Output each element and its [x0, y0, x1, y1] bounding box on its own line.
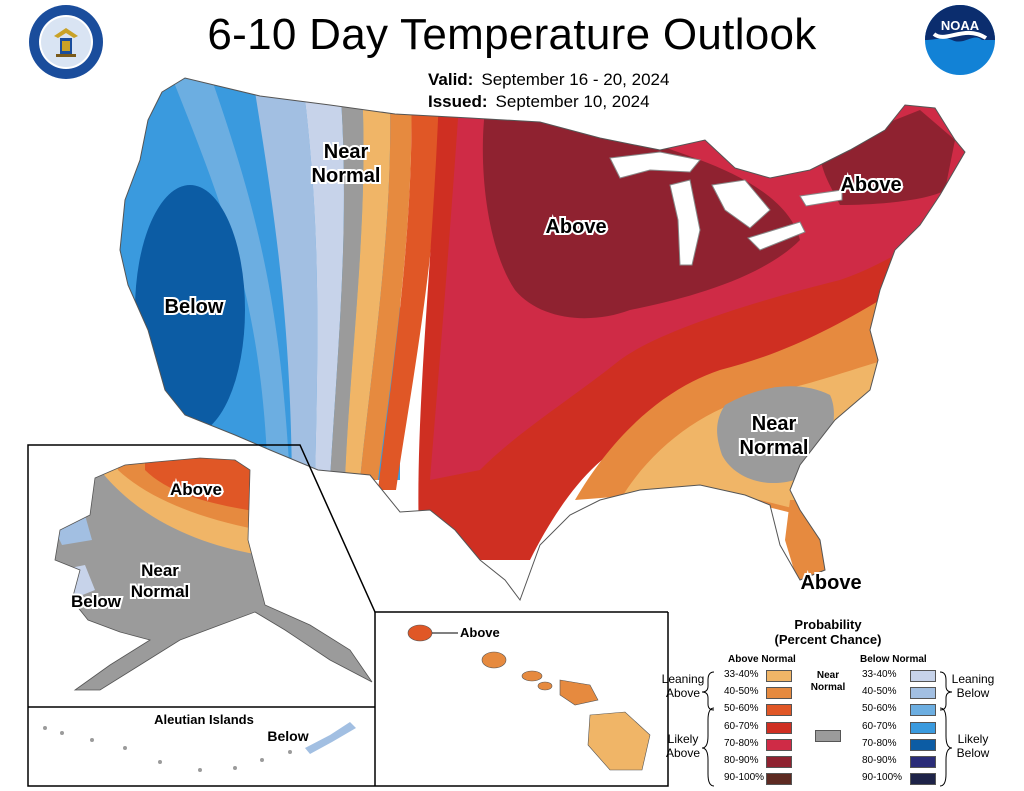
- label-hawaii-above: Above: [460, 625, 500, 640]
- label-below-west: Below: [165, 296, 224, 318]
- page-title: 6-10 Day Temperature Outlook: [207, 10, 817, 59]
- legend-above-bin-swatch: [766, 721, 792, 734]
- legend-above-bin-swatch: [766, 687, 792, 700]
- legend-above-bin-swatch: [766, 773, 792, 786]
- legend-above-bin-label: 60-70%: [724, 720, 759, 732]
- likely-above-line2: Above: [665, 746, 701, 760]
- legend-leaning-below: Leaning Below: [946, 672, 1000, 700]
- near-normal-swatch: [815, 730, 841, 742]
- legend-above-bin-swatch: [766, 756, 792, 768]
- legend-leaning-above: Leaning Above: [658, 672, 708, 700]
- issued-date: September 10, 2024: [495, 92, 650, 111]
- issued-date-row: Issued: September 10, 2024: [428, 92, 650, 112]
- legend-title-line2: (Percent Chance): [774, 632, 882, 647]
- valid-dates: September 16 - 20, 2024: [481, 70, 670, 89]
- label-above-northeast: Above: [840, 174, 901, 196]
- leaning-below-line1: Leaning: [951, 672, 995, 686]
- likely-below-line1: Likely: [957, 732, 989, 746]
- legend-braces: [701, 671, 953, 787]
- alaska-inset-frame: [27, 444, 668, 707]
- label-alaska-near-1: Near: [141, 561, 179, 580]
- legend-title: Probability (Percent Chance): [708, 617, 948, 647]
- legend-below-bin-swatch: [910, 738, 936, 751]
- lake-ontario: [799, 189, 843, 207]
- probability-legend: Probability (Percent Chance) Above Norma…: [648, 612, 1008, 790]
- label-alaska-above: Above: [170, 480, 222, 499]
- leaning-below-line2: Below: [956, 686, 990, 700]
- legend-below-bin-label: 40-50%: [862, 686, 897, 698]
- legend-below-bin-label: 60-70%: [862, 720, 897, 732]
- leaning-above-line1: Leaning: [661, 672, 705, 686]
- legend-above-bin-label: 50-60%: [724, 703, 759, 715]
- legend-below-bin-swatch: [910, 687, 936, 700]
- label-alaska-near-2: Normal: [131, 582, 190, 601]
- lake-michigan: [669, 179, 701, 266]
- alaska-outline: [54, 457, 373, 691]
- conus-outline: [119, 77, 966, 602]
- lake-superior: [609, 151, 701, 179]
- label-above-midwest: Above: [545, 216, 606, 238]
- likely-above-line1: Likely: [667, 732, 699, 746]
- legend-above-header: Above Normal: [728, 654, 796, 665]
- valid-label: Valid:: [428, 70, 474, 89]
- legend-below-bin-swatch: [910, 773, 936, 786]
- legend-below-bin-label: 70-80%: [862, 737, 897, 749]
- leaning-above-line2: Above: [665, 686, 701, 700]
- lake-erie: [747, 221, 806, 251]
- legend-title-line1: Probability: [794, 617, 862, 632]
- legend-above-bin-label: 33-40%: [724, 669, 759, 680]
- legend-above-bin-label: 40-50%: [724, 686, 759, 698]
- hawaii-islands: [407, 624, 651, 771]
- legend-below-bin-swatch: [910, 670, 936, 682]
- legend-above-bin-swatch: [766, 738, 792, 751]
- legend-below-bin-label: 50-60%: [862, 703, 897, 715]
- legend-below-bin-swatch: [910, 721, 936, 734]
- legend-likely-below: Likely Below: [946, 732, 1000, 760]
- svg-text:NOAA: NOAA: [941, 18, 980, 33]
- aleutian-inset-frame: [27, 707, 375, 787]
- label-above-florida: Above: [800, 572, 861, 594]
- label-near-normal-west-1: Near: [324, 141, 369, 163]
- label-near-normal-west-2: Normal: [312, 165, 381, 187]
- legend-above-bin-label: 70-80%: [724, 737, 759, 749]
- legend-likely-above: Likely Above: [658, 732, 708, 760]
- label-alaska-below: Below: [71, 592, 122, 611]
- noaa-logo: NOAA: [925, 5, 995, 75]
- legend-below-bin-swatch: [910, 756, 936, 768]
- legend-above-bin-label: 90-100%: [724, 772, 765, 784]
- legend-below-bin-label: 90-100%: [862, 772, 903, 784]
- hawaii-inset-frame: [375, 612, 669, 787]
- label-aleutian-below: Below: [267, 728, 308, 744]
- lake-huron: [711, 179, 771, 229]
- aleutian-title: Aleutian Islands: [154, 712, 254, 727]
- legend-below-bin-label: 33-40%: [862, 669, 897, 680]
- legend-above-bin-label: 80-90%: [724, 755, 759, 766]
- near-normal-line1: Near: [816, 670, 840, 681]
- aleutian-islands: [43, 722, 356, 772]
- legend-near-normal: Near Normal: [806, 670, 850, 694]
- alaska-outlook: [55, 458, 372, 690]
- commerce-seal-logo: [29, 5, 103, 79]
- label-near-normal-southeast-2: Normal: [740, 437, 809, 459]
- legend-below-bin-label: 80-90%: [862, 755, 897, 766]
- valid-dates-row: Valid: September 16 - 20, 2024: [428, 70, 669, 90]
- legend-below-bin-swatch: [910, 704, 936, 717]
- likely-below-line2: Below: [956, 746, 990, 760]
- label-near-normal-southeast-1: Near: [752, 413, 797, 435]
- issued-label: Issued:: [428, 92, 488, 111]
- near-normal-line2: Normal: [810, 682, 846, 693]
- legend-above-bin-swatch: [766, 704, 792, 717]
- legend-above-bin-swatch: [766, 670, 792, 682]
- legend-below-header: Below Normal: [860, 654, 927, 665]
